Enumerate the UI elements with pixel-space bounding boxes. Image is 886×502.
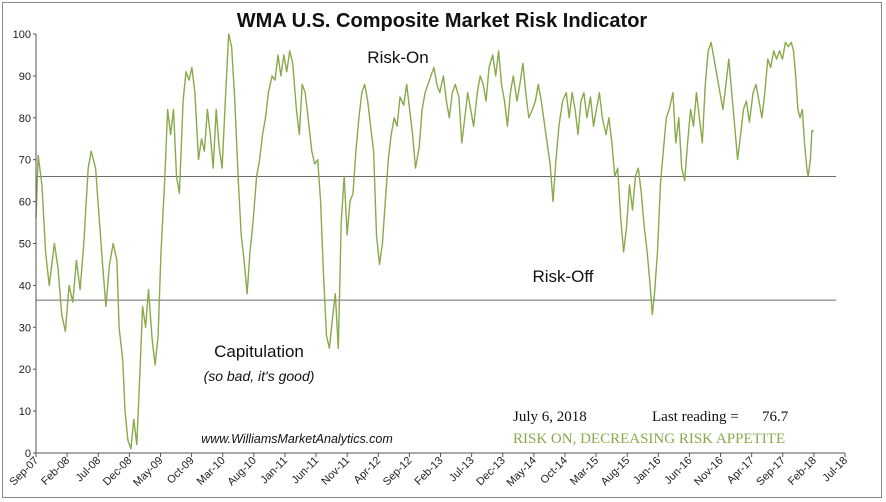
capitulation-note: (so bad, it's good) [204,368,315,384]
x-tick-label: Mar-10 [195,455,228,488]
x-tick-label: Oct-09 [165,455,197,487]
x-tick-label: Jan-16 [631,455,663,487]
x-tick-label: Jun-16 [662,455,694,487]
y-tick-labels: 0 10 20 30 40 50 60 70 80 90 100 [13,29,31,460]
risk-on-label: Risk-On [367,48,428,67]
x-tick-label: Feb-18 [786,455,819,488]
last-reading-label: Last reading = [652,409,739,425]
x-tick-label: Dec-08 [101,455,135,489]
x-tick-label: Jun-11 [289,455,321,487]
x-tick-label: Feb-13 [412,455,445,488]
x-tick-label: Dec-13 [474,455,508,489]
y-tick-label: 0 [25,448,31,460]
x-tick-label: Aug-10 [225,455,259,489]
x-tick-label: May-14 [505,455,539,489]
series-line [35,33,814,450]
y-tick-label: 100 [13,29,31,41]
capitulation-label: Capitulation [214,342,304,361]
x-tick-label: Feb-08 [39,455,72,488]
last-reading-value: 76.7 [762,409,789,425]
x-tick-label: Nov-16 [692,455,726,489]
x-tick-label: Jul-18 [820,455,850,485]
x-tick-label: Sep-17 [754,455,788,489]
status-text: RISK ON, DECREASING RISK APPETITE [513,431,785,447]
y-tick-label: 20 [19,364,31,376]
x-tick-label: Aug-15 [599,455,633,489]
y-tick-label: 90 [19,71,31,83]
x-tick-label: Oct-14 [538,455,570,487]
y-tick-label: 80 [19,113,31,125]
y-tick-label: 50 [19,239,31,251]
y-tick-label: 10 [19,406,31,418]
website-label: www.WilliamsMarketAnalytics.com [201,432,393,446]
axes [33,33,846,457]
x-tick-label: Jul-08 [74,455,104,485]
reading-date: July 6, 2018 [513,409,587,425]
y-tick-label: 70 [19,155,31,167]
reference-lines [36,175,837,301]
y-tick-label: 30 [19,322,31,334]
risk-off-label: Risk-Off [532,267,593,286]
x-tick-label: Apr-17 [725,455,757,487]
x-tick-label: Mar-15 [568,455,601,488]
chart-title: WMA U.S. Composite Market Risk Indicator [237,10,648,32]
x-tick-label: Sep-12 [381,455,415,489]
x-tick-label: Jan-11 [258,455,290,487]
y-tick-label: 60 [19,197,31,209]
x-tick-label: Jul-13 [447,455,477,485]
y-tick-label: 40 [19,280,31,292]
x-tick-label: Nov-11 [319,455,352,488]
series-layer [35,33,814,450]
x-tick-label: Apr-12 [352,455,384,487]
x-tick-label: May-09 [131,455,165,489]
